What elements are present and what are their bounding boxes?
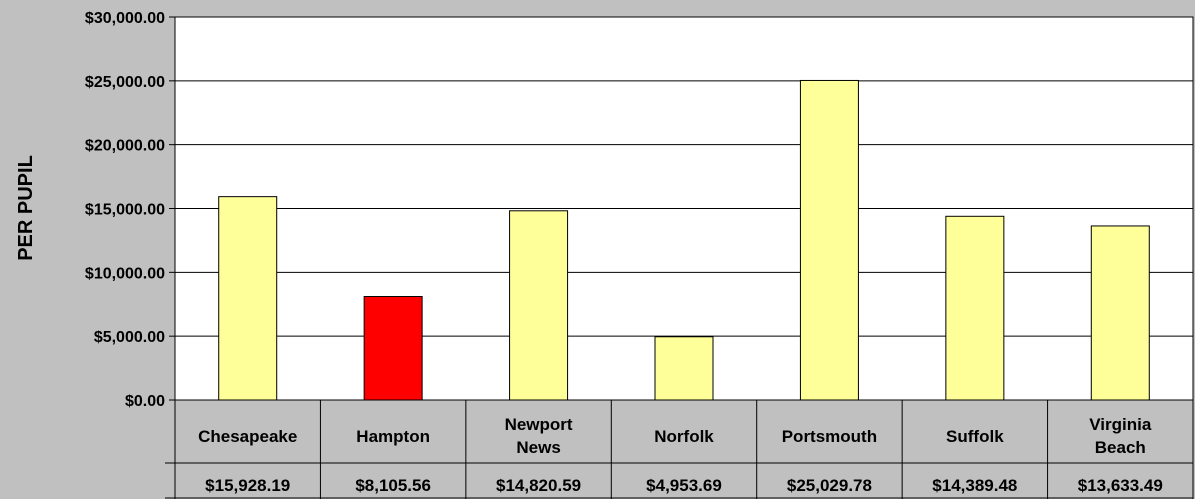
value-label: $8,105.56 — [355, 476, 431, 495]
y-tick-label: $25,000.00 — [85, 74, 165, 91]
bar — [799, 79, 859, 401]
value-label: $4,953.69 — [646, 476, 722, 495]
value-label: $25,029.78 — [787, 476, 872, 495]
y-tick-label: $15,000.00 — [85, 202, 165, 219]
value-label: $13,633.49 — [1078, 476, 1163, 495]
bar — [218, 196, 278, 401]
bar — [945, 215, 1005, 401]
y-tick-label: $5,000.00 — [94, 329, 165, 346]
value-label: $14,389.48 — [932, 476, 1017, 495]
y-axis-label: PER PUPIL — [15, 155, 37, 261]
bar — [509, 210, 569, 401]
data-table: Chesapeake $15,928.19 Hampton $8,105.56 Newp… — [165, 399, 1194, 499]
bar — [1090, 225, 1150, 401]
category-label: Chesapeake — [198, 427, 297, 446]
y-tick-label: $30,000.00 — [85, 10, 165, 27]
value-label: $14,820.59 — [496, 476, 581, 495]
bar — [654, 336, 714, 401]
y-axis-ticks: $0.00 $5,000.00 $10,000.00 $15,000.00 $20,00… — [85, 10, 175, 410]
category-label: Suffolk — [946, 427, 1004, 446]
category-label: Portsmouth — [782, 427, 877, 446]
y-tick-label: $10,000.00 — [85, 265, 165, 282]
category-label: Hampton — [356, 427, 430, 446]
category-label: Norfolk — [654, 427, 714, 446]
bar — [363, 296, 423, 401]
bars — [218, 79, 1150, 401]
category-label: Virginia Beach — [1089, 415, 1152, 457]
category-label: Newport News — [505, 415, 573, 457]
y-tick-label: $20,000.00 — [85, 138, 165, 155]
value-label: $15,928.19 — [205, 476, 290, 495]
y-tick-label: $0.00 — [125, 393, 165, 410]
